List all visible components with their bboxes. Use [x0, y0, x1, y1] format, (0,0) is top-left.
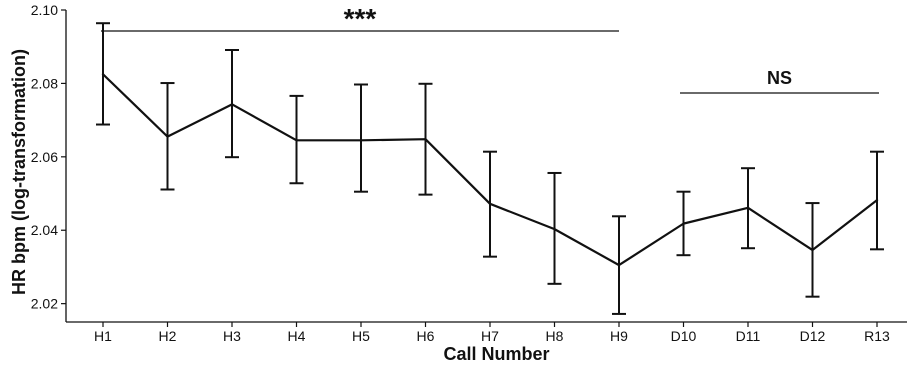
data-point [553, 227, 556, 231]
data-point [682, 222, 685, 225]
y-tick-label: 2.08 [31, 75, 58, 91]
x-tick-label: H3 [223, 328, 241, 344]
data-point [617, 263, 621, 267]
x-tick-label: H5 [352, 328, 370, 344]
data-point [101, 73, 105, 76]
x-axis-title: Call Number [443, 344, 549, 361]
x-tick-label: H4 [288, 328, 306, 344]
data-point [424, 138, 427, 141]
x-tick-label: H1 [94, 328, 112, 344]
y-tick-label: 2.10 [31, 2, 58, 18]
x-tick-label: R13 [864, 328, 890, 344]
data-point [359, 139, 363, 142]
x-tick-label: D10 [671, 328, 697, 344]
data-point [166, 135, 169, 138]
y-tick-label: 2.06 [31, 149, 58, 165]
x-tick-label: D12 [800, 328, 826, 344]
y-axis-title: HR bpm (log-transformation) [9, 49, 29, 295]
significance-label: *** [344, 3, 377, 34]
data-point [811, 248, 814, 252]
x-tick-label: H9 [610, 328, 628, 344]
x-tick-label: H2 [159, 328, 177, 344]
data-point [488, 202, 492, 206]
y-tick-label: 2.04 [31, 222, 58, 238]
data-point [230, 103, 234, 106]
x-tick-label: H8 [546, 328, 564, 344]
x-tick-label: D11 [736, 328, 761, 344]
data-point [295, 139, 298, 142]
x-tick-label: H6 [417, 328, 435, 344]
data-point [746, 206, 750, 210]
x-tick-label: H7 [481, 328, 499, 344]
significance-label: NS [767, 68, 792, 88]
data-point [875, 198, 879, 202]
y-tick-label: 2.02 [31, 296, 58, 312]
